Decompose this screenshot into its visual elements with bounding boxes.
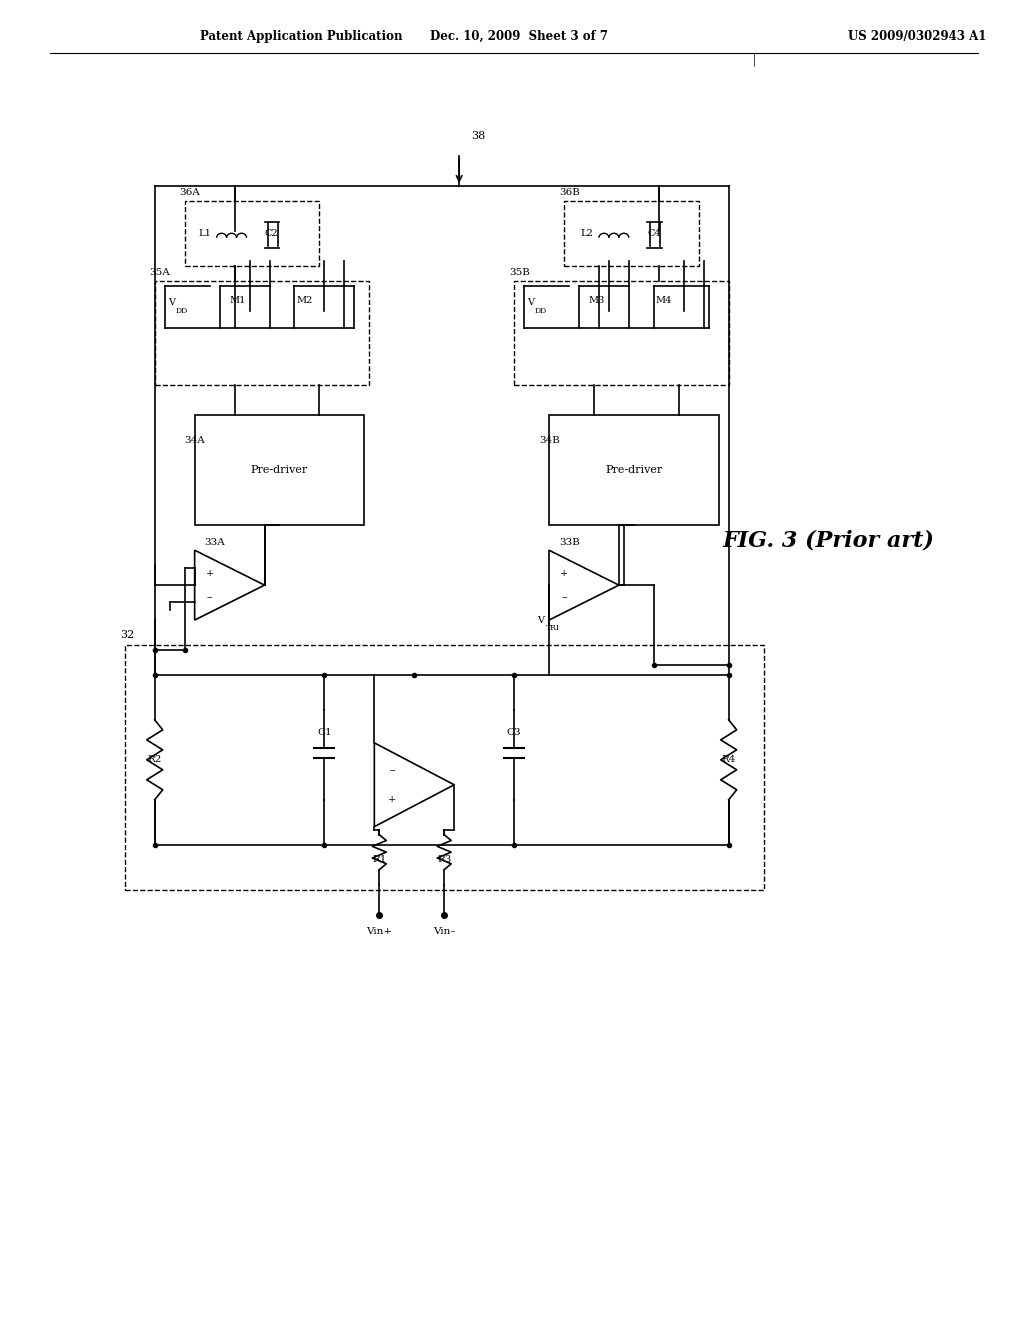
Text: C1: C1 xyxy=(317,729,332,738)
Text: Patent Application Publication: Patent Application Publication xyxy=(200,29,402,42)
Text: –: – xyxy=(389,764,395,775)
Text: DD: DD xyxy=(175,306,187,314)
Text: TRI: TRI xyxy=(546,624,560,632)
Text: +: + xyxy=(560,569,568,578)
Text: 36B: 36B xyxy=(559,189,580,197)
Text: 33B: 33B xyxy=(559,537,580,546)
Text: Vin+: Vin+ xyxy=(367,927,392,936)
Text: 35B: 35B xyxy=(509,268,530,277)
Text: Pre-driver: Pre-driver xyxy=(251,466,308,475)
Text: R3: R3 xyxy=(437,855,452,865)
Text: L1: L1 xyxy=(199,230,211,239)
Text: 38: 38 xyxy=(471,131,485,141)
Text: 36A: 36A xyxy=(179,189,201,197)
FancyBboxPatch shape xyxy=(549,416,719,525)
Text: 34A: 34A xyxy=(184,436,206,445)
Text: +: + xyxy=(206,569,214,578)
Text: 34B: 34B xyxy=(539,436,560,445)
Text: Vin–: Vin– xyxy=(433,927,456,936)
Text: FIG. 3 (Prior art): FIG. 3 (Prior art) xyxy=(723,529,935,552)
Text: R2: R2 xyxy=(147,755,162,764)
Text: DD: DD xyxy=(535,306,547,314)
Text: +: + xyxy=(388,795,396,804)
Text: C2: C2 xyxy=(264,230,279,239)
Text: V: V xyxy=(538,615,545,624)
Text: R1: R1 xyxy=(372,855,386,865)
FancyBboxPatch shape xyxy=(195,416,365,525)
Text: M3: M3 xyxy=(589,296,605,305)
Text: 33A: 33A xyxy=(205,537,225,546)
Text: C4: C4 xyxy=(647,230,660,239)
Text: 35A: 35A xyxy=(150,268,170,277)
Text: V: V xyxy=(527,298,535,308)
Text: –: – xyxy=(561,593,567,602)
Text: Pre-driver: Pre-driver xyxy=(605,466,663,475)
Text: M1: M1 xyxy=(229,296,246,305)
Text: 32: 32 xyxy=(120,630,134,640)
Text: C3: C3 xyxy=(507,729,521,738)
Bar xyxy=(514,281,729,385)
Text: Dec. 10, 2009  Sheet 3 of 7: Dec. 10, 2009 Sheet 3 of 7 xyxy=(430,29,608,42)
Text: V: V xyxy=(168,298,175,308)
Text: M4: M4 xyxy=(655,296,672,305)
Text: US 2009/0302943 A1: US 2009/0302943 A1 xyxy=(849,29,987,42)
Bar xyxy=(125,645,764,890)
Bar xyxy=(155,281,370,385)
Text: R4: R4 xyxy=(722,755,736,764)
Bar xyxy=(184,201,319,265)
Bar xyxy=(564,201,698,265)
Text: –: – xyxy=(207,593,212,602)
Text: L2: L2 xyxy=(581,230,593,239)
Text: M2: M2 xyxy=(296,296,312,305)
